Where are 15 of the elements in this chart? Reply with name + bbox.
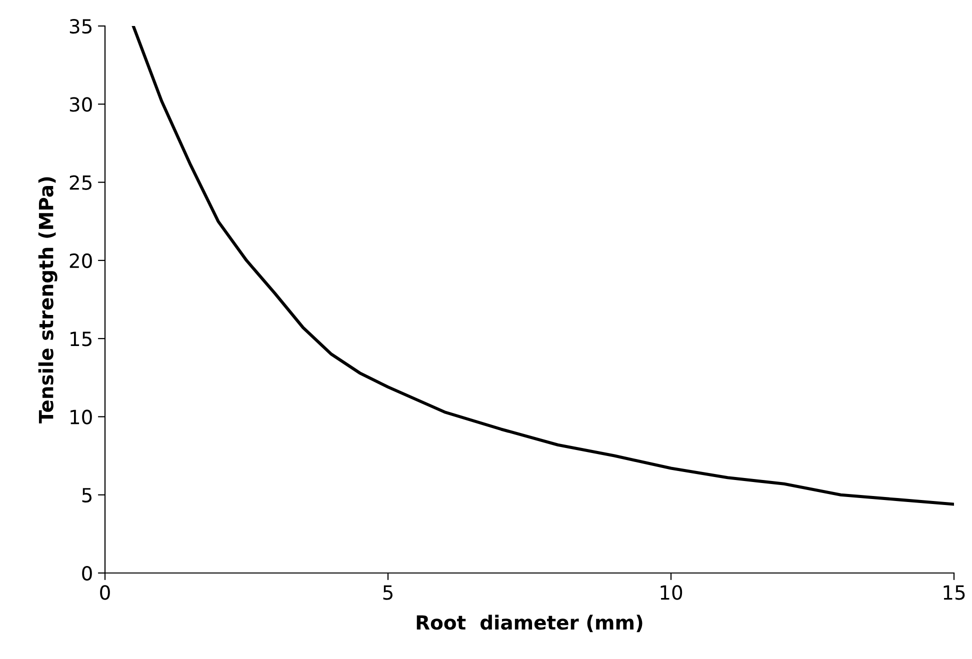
- line-series: [132, 26, 954, 506]
- y-tick-label: 0: [82, 566, 92, 581]
- y-tick-label: 15: [70, 332, 92, 346]
- x-tick-label: 0: [100, 585, 110, 600]
- y-tick-label: 25: [70, 175, 92, 190]
- y-tick-label: 35: [70, 18, 92, 34]
- x-tick-label: 15: [944, 585, 965, 600]
- x-axis-title: Root diameter (mm): [416, 614, 642, 632]
- y-tick-label: 20: [70, 253, 92, 268]
- x-tick-label: 5: [383, 585, 392, 600]
- y-tick-label: 10: [70, 410, 92, 424]
- y-tick-label: 5: [82, 488, 92, 503]
- y-tick-label: 30: [70, 97, 92, 112]
- x-tick-label: 10: [660, 585, 682, 600]
- y-axis-title: Tensile strength (MPa): [38, 177, 58, 424]
